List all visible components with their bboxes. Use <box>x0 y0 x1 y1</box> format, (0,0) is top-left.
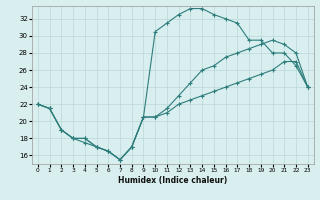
X-axis label: Humidex (Indice chaleur): Humidex (Indice chaleur) <box>118 176 228 185</box>
